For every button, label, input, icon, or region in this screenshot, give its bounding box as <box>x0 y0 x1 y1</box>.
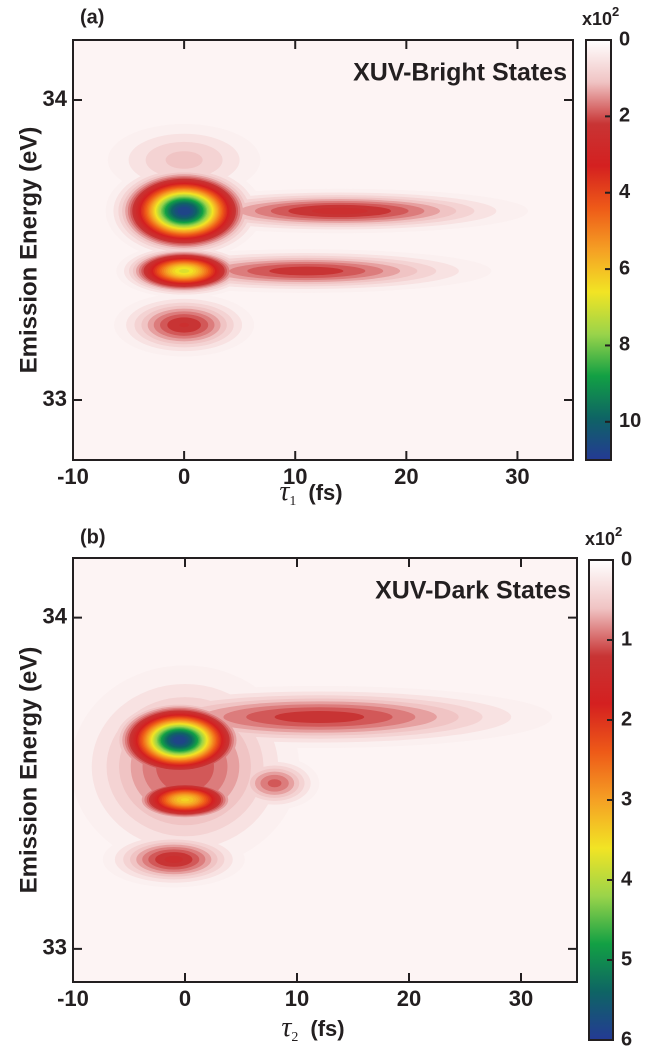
plot-frame <box>72 557 578 983</box>
x-tick-label: 10 <box>285 986 309 1011</box>
colorbar-tick-label: 0 <box>621 548 632 570</box>
x-axis-label: τ2 (fs) <box>281 1012 344 1045</box>
colorbar <box>585 39 612 461</box>
intensity-contour <box>173 736 186 744</box>
x-axis-symbol: τ <box>279 476 290 507</box>
colorbar-tick-label: 3 <box>621 788 632 810</box>
x-tick-label: 0 <box>179 986 191 1011</box>
y-tick-label: 33 <box>43 386 67 411</box>
intensity-contour <box>177 206 191 216</box>
y-axis-label: Emission Energy (eV) <box>15 647 42 894</box>
x-tick-label: -10 <box>57 986 89 1011</box>
colorbar-tick-label: 2 <box>619 105 630 127</box>
x-tick-label: -10 <box>57 464 89 489</box>
x-axis-label: τ1 (fs) <box>279 476 342 509</box>
panel-label: (a) <box>80 6 104 28</box>
panel-label: (b) <box>80 526 106 548</box>
x-tick-label: 30 <box>509 986 533 1011</box>
intensity-contour <box>179 269 190 273</box>
heatmap <box>73 665 553 888</box>
colorbar-exponent: 2 <box>612 4 619 19</box>
heatmap <box>105 123 529 357</box>
x-axis-subscript: 1 <box>289 494 296 509</box>
x-tick-label: 20 <box>394 464 418 489</box>
colorbar-tick-label: 2 <box>621 708 632 730</box>
x-axis-symbol: τ <box>281 1012 292 1043</box>
colorbar-exponent: 2 <box>615 524 622 539</box>
x-tick-label: 20 <box>397 986 421 1011</box>
y-tick-label: 33 <box>43 935 67 960</box>
intensity-contour <box>179 322 189 328</box>
intensity-contour <box>164 855 183 864</box>
x-axis-unit: (fs) <box>308 480 342 505</box>
intensity-contour <box>311 207 368 215</box>
colorbar-tick-label: 10 <box>619 410 641 432</box>
annotation: XUV-Dark States <box>375 577 571 605</box>
x-tick-label: 30 <box>505 464 529 489</box>
x-tick-label: 10 <box>283 464 307 489</box>
colorbar-tick-label: 0 <box>619 28 630 50</box>
intensity-contour <box>269 266 344 276</box>
colorbar-tick-label: 1 <box>621 628 632 650</box>
colorbar-tick-label: 8 <box>619 334 630 356</box>
y-tick-label: 34 <box>43 603 68 628</box>
x-axis-subscript: 2 <box>291 1030 298 1045</box>
x-axis-unit: (fs) <box>310 1016 344 1041</box>
colorbar-multiplier: x10 <box>582 9 612 29</box>
annotation: XUV-Bright States <box>353 59 567 87</box>
intensity-contour <box>180 798 190 802</box>
x-tick-label: 0 <box>178 464 190 489</box>
colorbar-multiplier: x10 <box>585 529 615 549</box>
colorbar-tick-label: 5 <box>621 948 632 970</box>
colorbar-tick-label: 6 <box>619 257 630 279</box>
plot-frame <box>72 39 574 461</box>
colorbar-scale: x102 <box>582 4 619 28</box>
intensity-contour <box>267 779 282 788</box>
intensity-contour <box>165 151 203 169</box>
colorbar-tick-label: 6 <box>621 1028 632 1050</box>
y-axis-label: Emission Energy (eV) <box>15 127 42 374</box>
colorbar-tick-label: 4 <box>621 868 633 890</box>
y-tick-label: 34 <box>43 86 68 111</box>
colorbar-tick-label: 4 <box>619 181 631 203</box>
colorbar-scale: x102 <box>585 524 622 548</box>
intensity-contour <box>274 711 365 723</box>
